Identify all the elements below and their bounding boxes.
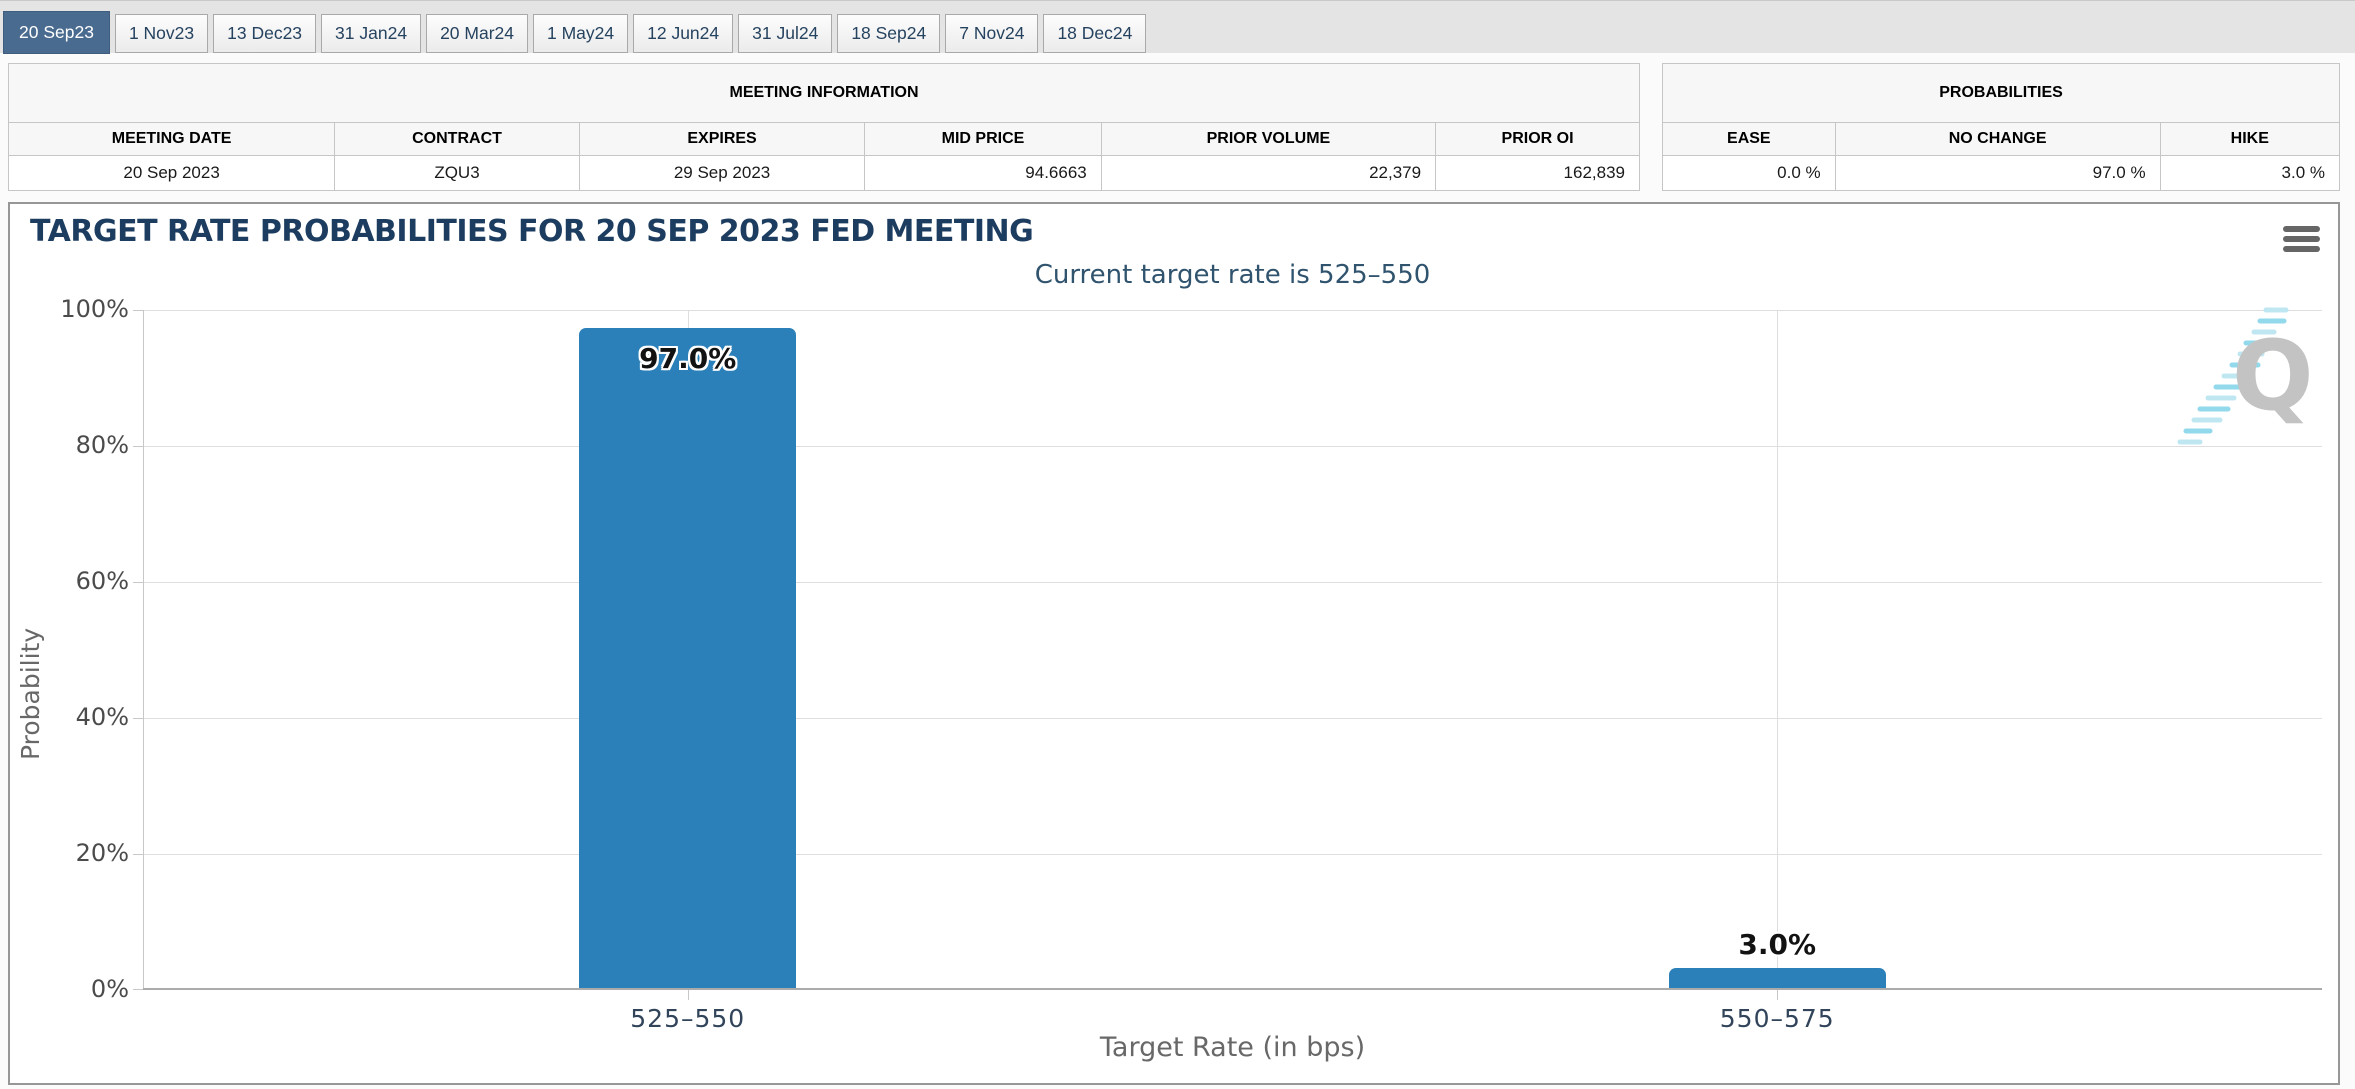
x-axis-line (143, 988, 2322, 990)
y-tick (133, 310, 143, 311)
x-axis-title: Target Rate (in bps) (1099, 1032, 1366, 1063)
hike-value: 3.0 % (2159, 155, 2341, 191)
tab-31-jan24[interactable]: 31 Jan24 (321, 14, 422, 53)
ease-value: 0.0 % (1662, 155, 1836, 191)
chart-title: TARGET RATE PROBABILITIES FOR 20 SEP 202… (30, 214, 1034, 249)
col-meeting-date: MEETING DATE (7, 122, 336, 156)
y-tick-label: 0% (90, 975, 129, 1003)
watermark-hatch-icon (2177, 307, 2289, 445)
y-tick (133, 582, 143, 583)
tab-20-mar24[interactable]: 20 Mar24 (426, 14, 528, 53)
tab-12-jun24[interactable]: 12 Jun24 (633, 14, 734, 53)
tab-18-sep24[interactable]: 18 Sep24 (837, 14, 941, 53)
meeting-info-row: 20 Sep 2023 ZQU3 29 Sep 2023 94.6663 22,… (7, 155, 1640, 191)
y-tick (133, 854, 143, 855)
x-tick (687, 990, 689, 1000)
x-category-label: 550–575 (1719, 1004, 1835, 1033)
gridline-80 (143, 446, 2322, 447)
chart-panel: TARGET RATE PROBABILITIES FOR 20 SEP 202… (8, 202, 2340, 1085)
summary-tables: MEETING INFORMATION MEETING DATE CONTRAC… (7, 63, 2341, 191)
bar-550-575[interactable] (1668, 967, 1886, 988)
bar-525-550[interactable] (579, 328, 797, 988)
probabilities-row: 0.0 % 97.0 % 3.0 % (1662, 155, 2341, 191)
meeting-information-table: MEETING INFORMATION MEETING DATE CONTRAC… (7, 63, 1640, 191)
y-tick-label: 20% (75, 839, 129, 867)
col-ease: EASE (1662, 122, 1836, 156)
y-tick (133, 446, 143, 447)
tab-18-dec24[interactable]: 18 Dec24 (1043, 14, 1147, 53)
tab-31-jul24[interactable]: 31 Jul24 (738, 14, 833, 53)
y-tick (133, 989, 143, 990)
bar-value-label: 3.0% (1738, 927, 1817, 961)
y-tick (133, 718, 143, 719)
plot-area: 100% 80% 60% 40% 20% 0% 97.0% 3.0% 525–5… (60, 295, 2322, 1033)
tab-1-may24[interactable]: 1 May24 (533, 14, 629, 53)
chart-menu-button[interactable] (2283, 226, 2320, 256)
hamburger-icon (2283, 226, 2320, 252)
chart-subtitle: Current target rate is 525–550 (1034, 260, 1431, 290)
col-prior-volume: PRIOR VOLUME (1100, 122, 1437, 156)
x-category-label: 525–550 (630, 1004, 746, 1033)
quikstrike-watermark: Q (2170, 302, 2320, 454)
y-axis-line (143, 310, 144, 990)
probabilities-header-row: EASE NO CHANGE HIKE (1662, 122, 2341, 156)
col-mid-price: MID PRICE (864, 122, 1102, 156)
meeting-info-group-header: MEETING INFORMATION (8, 63, 1640, 123)
watermark-q-letter: Q (2232, 320, 2314, 432)
gridline-cat2 (1777, 310, 1779, 990)
y-tick-label: 100% (60, 295, 129, 323)
gridline-100 (143, 310, 2322, 311)
probabilities-group-header: PROBABILITIES (1662, 63, 2340, 123)
gridline-40 (143, 718, 2322, 719)
probabilities-table: PROBABILITIES EASE NO CHANGE HIKE 0.0 % … (1662, 63, 2341, 191)
y-tick-label: 60% (75, 567, 129, 595)
contract-value: ZQU3 (334, 155, 580, 191)
col-no-change: NO CHANGE (1834, 122, 2161, 156)
tab-1-nov23[interactable]: 1 Nov23 (114, 14, 209, 53)
mid-price-value: 94.6663 (864, 155, 1102, 191)
prior-oi-value: 162,839 (1435, 155, 1640, 191)
gridline-60 (143, 582, 2322, 583)
y-tick-label: 40% (75, 703, 129, 731)
meeting-info-header-row: MEETING DATE CONTRACT EXPIRES MID PRICE … (7, 122, 1640, 156)
x-tick (1777, 990, 1779, 1000)
col-prior-oi: PRIOR OI (1435, 122, 1640, 156)
col-hike: HIKE (2159, 122, 2341, 156)
tab-20-sep23[interactable]: 20 Sep23 (3, 11, 110, 54)
gridline-20 (143, 854, 2322, 855)
col-expires: EXPIRES (578, 122, 866, 156)
prior-volume-value: 22,379 (1100, 155, 1437, 191)
y-tick-label: 80% (75, 431, 129, 459)
meeting-date-value: 20 Sep 2023 (7, 155, 336, 191)
expires-value: 29 Sep 2023 (578, 155, 866, 191)
bar-value-label: 97.0% (639, 342, 737, 376)
tab-13-dec23[interactable]: 13 Dec23 (213, 14, 317, 53)
meeting-date-tabbar: 20 Sep23 1 Nov23 13 Dec23 31 Jan24 20 Ma… (0, 0, 2355, 54)
no-change-value: 97.0 % (1834, 155, 2161, 191)
col-contract: CONTRACT (334, 122, 580, 156)
tab-7-nov24[interactable]: 7 Nov24 (945, 14, 1039, 53)
